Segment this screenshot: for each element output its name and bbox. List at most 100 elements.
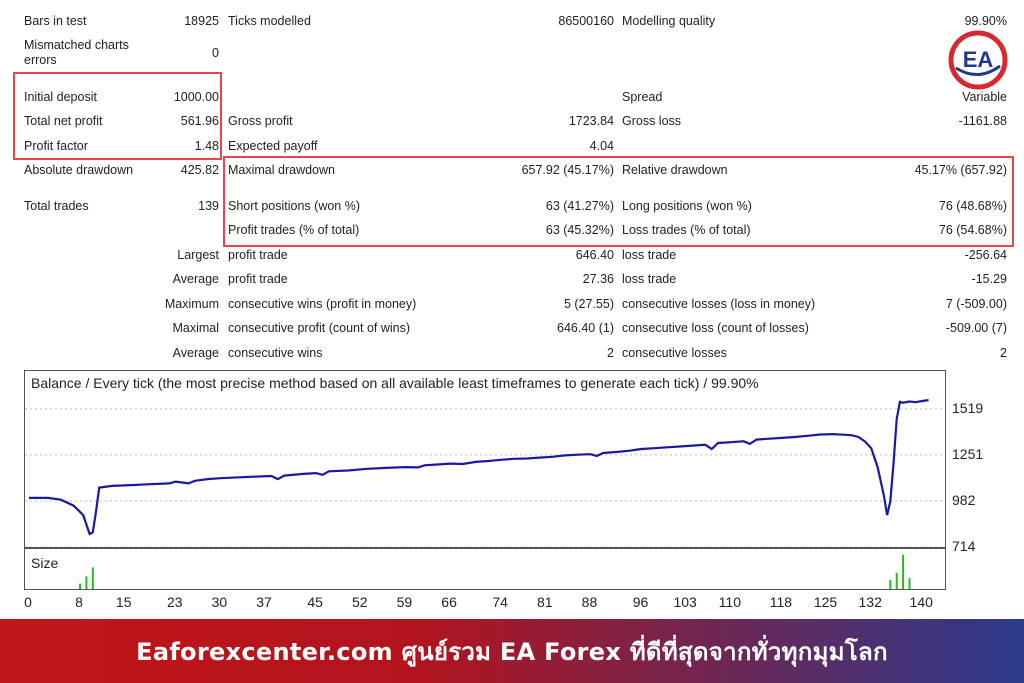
report-row: Initial deposit 1000.00 Spread Variable (0, 90, 1024, 112)
balance-plot (25, 399, 945, 547)
report-cell-c3: Short positions (won %) (228, 199, 361, 213)
report-cell-c6: 99.90% (964, 14, 1007, 28)
report-cell-c6: 2 (1000, 346, 1007, 360)
report-cell-c6: -1161.88 (958, 114, 1007, 128)
report-cell-c2: Average (172, 346, 219, 360)
x-axis: 0 8 15 23 30 37 45 52 59 66 74 81 88 96 103 110 118 125 13… (0, 592, 1024, 614)
report-cell-c4: 2 (607, 346, 614, 360)
report-cell-c6: 7 (-509.00) (945, 297, 1007, 311)
x-tick-label: 88 (581, 594, 598, 610)
x-tick-label: 30 (211, 594, 228, 610)
report-row: Total trades 139 Short positions (won %) 63… (0, 199, 1024, 221)
x-tick-label: 8 (75, 594, 83, 610)
x-tick-label: 118 (769, 594, 793, 610)
report-cell-c2: 425.82 (180, 163, 219, 177)
logo-text: EA (963, 47, 994, 72)
report-cell-c3: Maximal drawdown (228, 163, 335, 177)
report-cell-c5: Spread (622, 90, 663, 104)
report-row: Profit factor 1.48 Expected payoff 4.04 (0, 139, 1024, 161)
x-tick-label: 103 (673, 594, 697, 610)
report-cell-c1: Profit factor (24, 139, 88, 153)
report-cell-c4: 63 (45.32%) (545, 223, 614, 237)
report-cell-c5: consecutive loss (count of losses) (622, 321, 809, 335)
report-cell-c6: Variable (962, 90, 1007, 104)
report-cell-c5: Relative drawdown (622, 163, 728, 177)
balance-chart: Balance / Every tick (the most precise m… (24, 370, 946, 548)
report-row: Mismatched charts errors 0 (0, 38, 1024, 67)
report-cell-c4: 646.40 (1) (557, 321, 614, 335)
report-row: Maximal consecutive profit (count of wins… (0, 321, 1024, 343)
report-cell-c1: Absolute drawdown (24, 163, 134, 177)
x-tick-label: 132 (858, 594, 882, 610)
x-tick-label: 74 (492, 594, 508, 610)
y-tick-label: 1251 (952, 445, 984, 462)
x-tick-label: 66 (441, 594, 457, 610)
report-cell-c4: 1723.84 (568, 114, 614, 128)
report-cell-c5: loss trade (622, 248, 677, 262)
balance-line (29, 399, 929, 536)
x-tick-label: 110 (718, 594, 741, 610)
banner-text: Eaforexcenter.com ศูนย์รวม EA Forex ที่ด… (136, 637, 888, 666)
logo-swoosh (955, 64, 1001, 76)
report-cell-c5: consecutive losses (622, 346, 727, 360)
ea-logo: EA (948, 30, 1008, 90)
report-cell-c4: 657.92 (45.17%) (521, 163, 614, 177)
report-cell-c1: Mismatched charts errors (24, 38, 129, 67)
report-cell-c2: Average (172, 272, 219, 286)
report-cell-c5: loss trade (622, 272, 677, 286)
x-tick-label: 37 (256, 594, 272, 610)
report-cell-c4: 646.40 (575, 248, 614, 262)
y-tick-label: 714 (952, 538, 976, 554)
x-tick-label: 96 (632, 594, 649, 610)
report-cell-c3: consecutive profit (count of wins) (228, 321, 411, 335)
report-cell-c2: 1000.00 (173, 90, 219, 104)
report-cell-c2: 18925 (184, 14, 219, 28)
x-tick-label: 45 (307, 594, 323, 610)
report-cell-c3: Gross profit (228, 114, 293, 128)
y-axis: 1519 1251 982 714 (946, 370, 1016, 555)
report-cell-c5: Modelling quality (622, 14, 716, 28)
report-cell-c5: consecutive losses (loss in money) (622, 297, 816, 311)
report-row: Bars in test 18925 Ticks modelled 86500160 M… (0, 14, 1024, 36)
report-cell-c4: 27.36 (582, 272, 614, 286)
report-cell-c2: Largest (177, 248, 219, 262)
size-label: Size (31, 555, 59, 571)
report-cell-c4: 63 (41.27%) (545, 199, 614, 213)
promo-banner: Eaforexcenter.com ศูนย์รวม EA Forex ที่ด… (0, 619, 1024, 683)
report-cell-c1: Total net profit (24, 114, 103, 128)
x-tick-label: 0 (24, 594, 32, 610)
report-cell-c2: 561.96 (180, 114, 219, 128)
report-cell-c5: Loss trades (% of total) (622, 223, 751, 237)
x-tick-label: 125 (813, 594, 838, 610)
report-cell-c2: 139 (198, 199, 219, 213)
report-row: Profit trades (% of total) 63 (45.32%) Los… (0, 223, 1024, 245)
x-tick-label: 140 (909, 594, 933, 610)
report-row: Largest profit trade 646.40 loss trade -256.… (0, 248, 1024, 270)
report-cell-c3: profit trade (228, 248, 288, 262)
report-cell-c5: Long positions (won %) (622, 199, 752, 213)
report-cell-c3: Ticks modelled (228, 14, 311, 28)
report-cell-c2: Maximal (172, 321, 219, 335)
report-cell-c4: 86500160 (558, 14, 614, 28)
report-cell-c6: -509.00 (7) (945, 321, 1007, 335)
report-cell-c5: Gross loss (622, 114, 682, 128)
report-row: Absolute drawdown 425.82 Maximal drawdown 6… (0, 163, 1024, 185)
report-cell-c3: Expected payoff (228, 139, 318, 153)
report-cell-c3: consecutive wins (profit in money) (228, 297, 417, 311)
size-panel: Size (24, 548, 946, 590)
y-tick-label: 982 (952, 492, 976, 509)
report-row: Maximum consecutive wins (profit in money… (0, 297, 1024, 319)
chart-title: Balance / Every tick (the most precise m… (31, 375, 759, 391)
report-cell-c4: 4.04 (589, 139, 614, 153)
report-cell-c3: Profit trades (% of total) (228, 223, 360, 237)
size-plot (79, 554, 911, 589)
report-cell-c6: -256.64 (964, 248, 1007, 262)
report-row: Average profit trade 27.36 loss trade -15.29 (0, 272, 1024, 294)
report-table: Bars in test 18925 Ticks modelled 86500160 M… (0, 14, 1024, 368)
x-tick-label: 23 (166, 594, 183, 610)
report-cell-c3: profit trade (228, 272, 288, 286)
x-tick-label: 15 (115, 594, 132, 610)
report-cell-c2: 0 (212, 46, 219, 60)
report-row: Average consecutive wins 2 consecutive loss… (0, 346, 1024, 368)
report-cell-c1: Bars in test (24, 14, 87, 28)
